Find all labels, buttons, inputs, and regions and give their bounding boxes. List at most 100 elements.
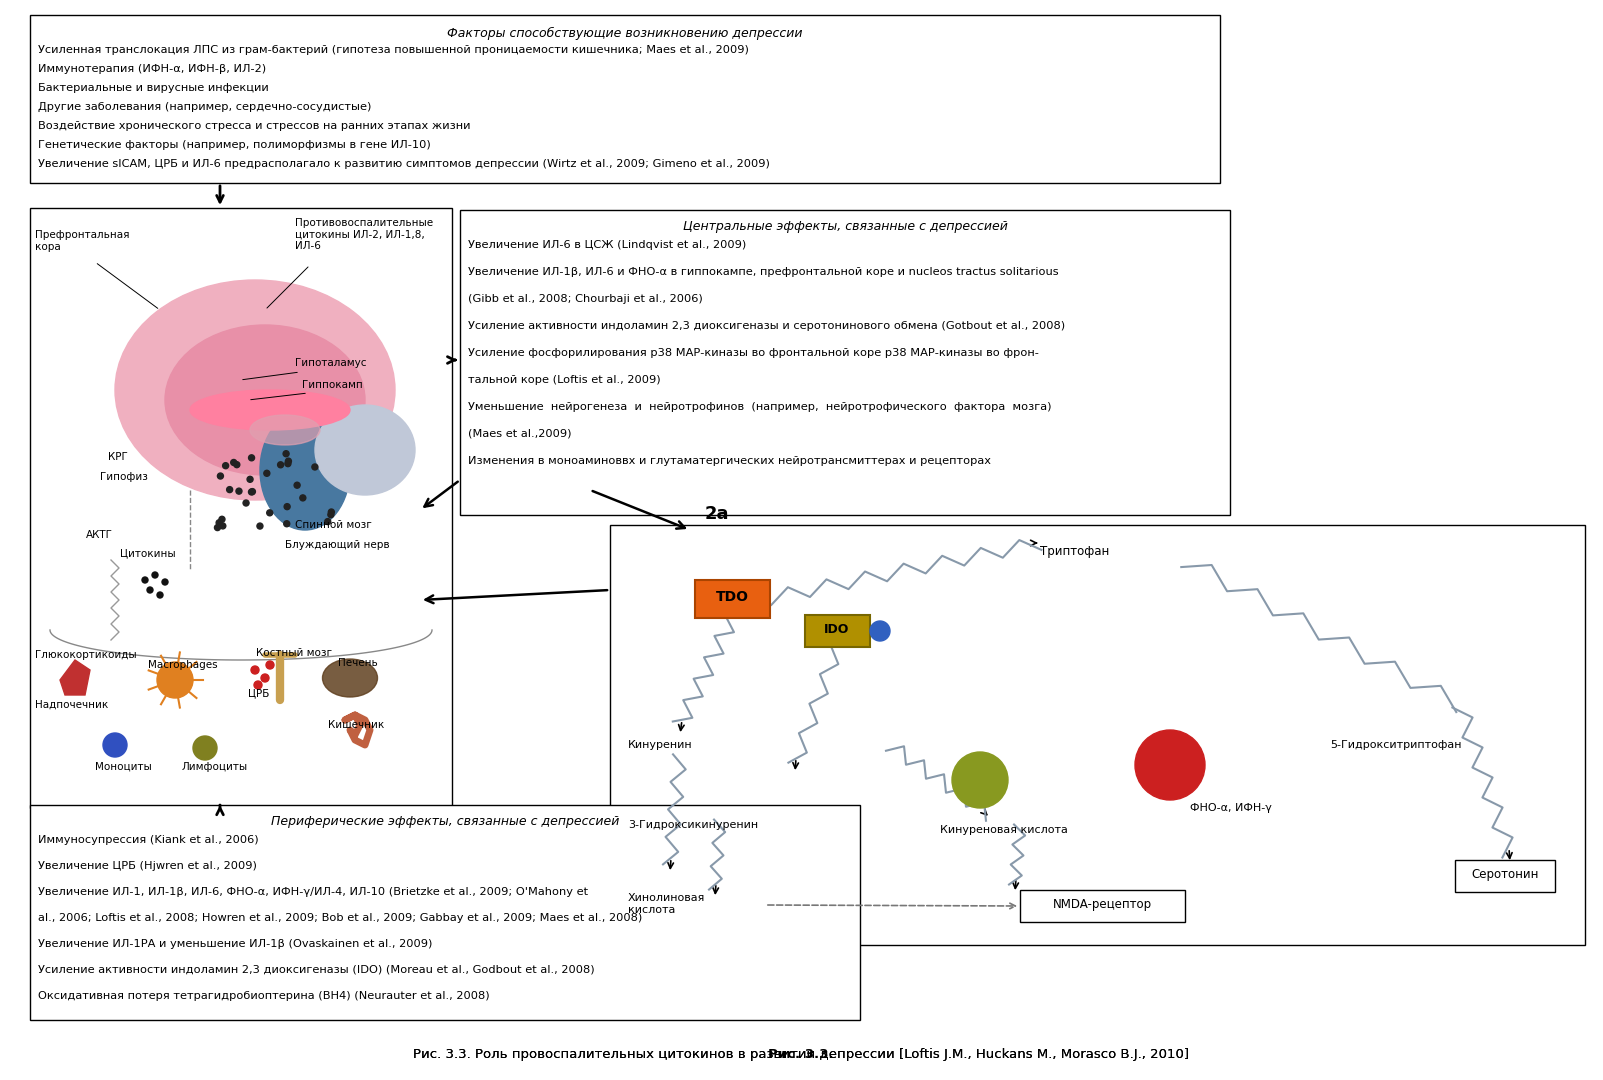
Text: Воздействие хронического стресса и стрессов на ранних этапах жизни: Воздействие хронического стресса и стрес… bbox=[38, 121, 471, 131]
Circle shape bbox=[220, 523, 226, 529]
Circle shape bbox=[952, 752, 1008, 808]
Circle shape bbox=[218, 473, 223, 480]
Circle shape bbox=[143, 577, 147, 583]
Circle shape bbox=[1135, 730, 1205, 800]
Text: Надпочечник: Надпочечник bbox=[35, 700, 109, 710]
Circle shape bbox=[285, 461, 290, 467]
Text: Иммунотерапия (ИФН-α, ИФН-β, ИЛ-2): Иммунотерапия (ИФН-α, ИФН-β, ИЛ-2) bbox=[38, 64, 266, 75]
Circle shape bbox=[157, 662, 192, 698]
Text: Факторы способствующие возникновению депрессии: Факторы способствующие возникновению деп… bbox=[447, 27, 803, 40]
Bar bbox=[460, 210, 1230, 515]
Text: Цитокины: Цитокины bbox=[120, 548, 176, 558]
Bar bbox=[696, 580, 769, 618]
Text: Увеличение ИЛ-1β, ИЛ-6 и ФНО-α в гиппокампе, префронтальной коре и nucleos tract: Увеличение ИЛ-1β, ИЛ-6 и ФНО-α в гиппока… bbox=[468, 267, 1058, 276]
Text: al., 2006; Loftis et al., 2008; Howren et al., 2009; Bob et al., 2009; Gabbay et: al., 2006; Loftis et al., 2008; Howren e… bbox=[38, 913, 643, 923]
Circle shape bbox=[284, 450, 289, 457]
Circle shape bbox=[215, 525, 221, 530]
Text: Увеличение sICAM, ЦРБ и ИЛ-6 предрасполагало к развитию симптомов депрессии (Wir: Увеличение sICAM, ЦРБ и ИЛ-6 предраспола… bbox=[38, 159, 769, 168]
Circle shape bbox=[216, 519, 223, 526]
Text: Усиленная транслокация ЛПС из грам-бактерий (гипотеза повышенной проницаемости к: Усиленная транслокация ЛПС из грам-бакте… bbox=[38, 45, 749, 55]
Circle shape bbox=[147, 588, 152, 593]
Circle shape bbox=[192, 735, 216, 760]
Text: Костный мозг: Костный мозг bbox=[256, 648, 332, 658]
Text: Генетические факторы (например, полиморфизмы в гене ИЛ-10): Генетические факторы (например, полиморф… bbox=[38, 140, 431, 150]
Polygon shape bbox=[59, 660, 90, 696]
Text: Глюкокортикоиды: Глюкокортикоиды bbox=[35, 650, 136, 660]
Text: Гипофиз: Гипофиз bbox=[99, 472, 147, 482]
Text: Префронтальная
кора: Префронтальная кора bbox=[35, 230, 130, 252]
Circle shape bbox=[266, 661, 274, 669]
Text: Усиление фосфорилирования р38 МАР-киназы во фронтальной коре р38 МАР-киназы во ф: Усиление фосфорилирования р38 МАР-киназы… bbox=[468, 348, 1039, 357]
Circle shape bbox=[231, 459, 237, 465]
Circle shape bbox=[226, 487, 232, 492]
Text: Рис. 3.3. Роль провоспалительных цитокинов в развитии депрессии [Loftis J.M., Hu: Рис. 3.3. Роль провоспалительных цитокин… bbox=[414, 1048, 1189, 1061]
Ellipse shape bbox=[115, 280, 394, 500]
Text: IDO: IDO bbox=[824, 623, 850, 636]
Circle shape bbox=[157, 592, 164, 598]
Text: Печень: Печень bbox=[338, 658, 378, 669]
Circle shape bbox=[325, 518, 330, 525]
Text: (Gibb et al., 2008; Chourbaji et al., 2006): (Gibb et al., 2008; Chourbaji et al., 20… bbox=[468, 294, 702, 303]
Text: Моноциты: Моноциты bbox=[95, 762, 152, 772]
Text: Усиление активности индоламин 2,3 диоксигеназы (IDO) (Moreau et al., Godbout et : Усиление активности индоламин 2,3 диокси… bbox=[38, 966, 595, 975]
Text: 5-Гидрокситриптофан: 5-Гидрокситриптофан bbox=[1330, 740, 1462, 750]
Text: Спинной мозг: Спинной мозг bbox=[295, 519, 372, 530]
Text: Гипоталамус: Гипоталамус bbox=[295, 357, 367, 368]
Text: 2a: 2a bbox=[705, 505, 729, 523]
Ellipse shape bbox=[260, 410, 349, 530]
Ellipse shape bbox=[322, 659, 377, 697]
Text: Иммуносупрессия (Kiank et al., 2006): Иммуносупрессия (Kiank et al., 2006) bbox=[38, 835, 258, 845]
Text: Хинолиновая
кислота: Хинолиновая кислота bbox=[628, 893, 705, 915]
Text: TDO: TDO bbox=[715, 590, 749, 604]
Circle shape bbox=[236, 488, 242, 495]
Text: Увеличение ЦРБ (Hjwren et al., 2009): Увеличение ЦРБ (Hjwren et al., 2009) bbox=[38, 861, 256, 870]
Text: Бактериальные и вирусные инфекции: Бактериальные и вирусные инфекции bbox=[38, 83, 269, 93]
Text: АКТГ: АКТГ bbox=[87, 530, 112, 540]
Circle shape bbox=[220, 516, 224, 523]
Circle shape bbox=[253, 681, 261, 689]
Ellipse shape bbox=[191, 390, 349, 430]
Circle shape bbox=[248, 489, 255, 495]
Text: Блуждающий нерв: Блуждающий нерв bbox=[285, 540, 390, 550]
Circle shape bbox=[313, 464, 317, 470]
Text: Изменения в моноаминоввх и глутаматергических нейротрансмиттерах и рецепторах: Изменения в моноаминоввх и глутаматергич… bbox=[468, 456, 991, 465]
Circle shape bbox=[329, 512, 333, 517]
Circle shape bbox=[264, 470, 269, 476]
Bar bbox=[1020, 890, 1185, 922]
Ellipse shape bbox=[316, 405, 415, 495]
Text: Увеличение ИЛ-6 в ЦСЖ (Lindqvist et al., 2009): Увеличение ИЛ-6 в ЦСЖ (Lindqvist et al.,… bbox=[468, 240, 747, 249]
Text: Периферические эффекты, связанные с депрессией: Периферические эффекты, связанные с депр… bbox=[271, 815, 619, 828]
Text: Противовоспалительные
цитокины ИЛ-2, ИЛ-1,8,
ИЛ-6: Противовоспалительные цитокины ИЛ-2, ИЛ-… bbox=[295, 218, 433, 252]
Circle shape bbox=[300, 495, 306, 501]
Bar bbox=[611, 525, 1585, 945]
Text: Усиление активности индоламин 2,3 диоксигеназы и серотонинового обмена (Gotbout : Усиление активности индоламин 2,3 диокси… bbox=[468, 321, 1064, 330]
Circle shape bbox=[252, 666, 260, 674]
Circle shape bbox=[247, 476, 253, 483]
Circle shape bbox=[234, 461, 240, 468]
Circle shape bbox=[285, 458, 292, 464]
Text: Увеличение ИЛ-1РА и уменьшение ИЛ-1β (Ovaskainen et al., 2009): Увеличение ИЛ-1РА и уменьшение ИЛ-1β (Ov… bbox=[38, 939, 433, 949]
Circle shape bbox=[162, 579, 168, 585]
Text: Оксидативная потеря тетрагидробиоптерина (BH4) (Neurauter et al., 2008): Оксидативная потеря тетрагидробиоптерина… bbox=[38, 991, 489, 1001]
Text: 3-Гидроксикинуренин: 3-Гидроксикинуренин bbox=[628, 820, 758, 831]
Text: Уменьшение  нейрогенеза  и  нейротрофинов  (например,  нейротрофического  фактор: Уменьшение нейрогенеза и нейротрофинов (… bbox=[468, 402, 1052, 411]
Text: Кинуреновая кислота: Кинуреновая кислота bbox=[939, 825, 1068, 835]
Circle shape bbox=[266, 510, 273, 516]
Text: (Maes et al.,2009): (Maes et al.,2009) bbox=[468, 429, 572, 438]
Circle shape bbox=[293, 482, 300, 488]
Text: Гиппокамп: Гиппокамп bbox=[301, 380, 362, 390]
Bar bbox=[30, 15, 1220, 183]
Text: Лимфоциты: Лимфоциты bbox=[183, 762, 248, 772]
Circle shape bbox=[284, 503, 290, 510]
Bar bbox=[30, 805, 859, 1020]
Text: Триптофан: Триптофан bbox=[1040, 545, 1109, 558]
Text: Центральные эффекты, связанные с депрессией: Центральные эффекты, связанные с депресс… bbox=[683, 220, 1007, 233]
Text: Рис. 3.3. Роль провоспалительных цитокинов в развитии депрессии [Loftis J.M., Hu: Рис. 3.3. Роль провоспалительных цитокин… bbox=[414, 1048, 1189, 1061]
Text: Увеличение ИЛ-1, ИЛ-1β, ИЛ-6, ФНО-α, ИФН-γ/ИЛ-4, ИЛ-10 (Brietzke et al., 2009; O: Увеличение ИЛ-1, ИЛ-1β, ИЛ-6, ФНО-α, ИФН… bbox=[38, 887, 588, 897]
Circle shape bbox=[277, 462, 284, 468]
Ellipse shape bbox=[250, 415, 321, 445]
Text: КРГ: КРГ bbox=[107, 453, 128, 462]
Circle shape bbox=[329, 509, 335, 515]
Text: NMDA-рецептор: NMDA-рецептор bbox=[1053, 897, 1151, 912]
Circle shape bbox=[152, 572, 159, 578]
